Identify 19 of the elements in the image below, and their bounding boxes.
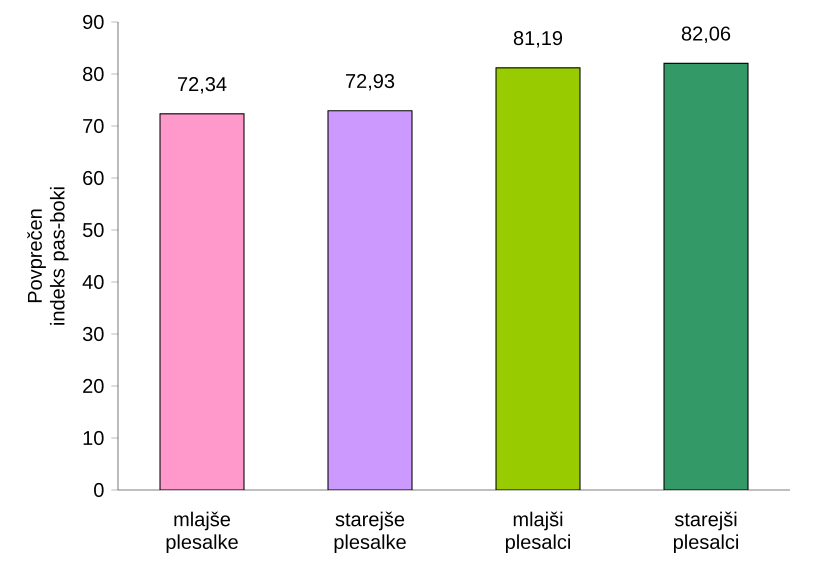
y-tick-label: 40 (82, 274, 104, 290)
y-tick-label: 0 (94, 482, 104, 498)
y-tick-label: 80 (83, 66, 104, 82)
y-tick-label: 30 (82, 326, 104, 342)
y-tick-label: 70 (83, 118, 104, 134)
y-tick-label: 60 (83, 170, 104, 186)
data-label: 82,06 (682, 26, 730, 44)
x-tick-label: starejše plesalke (334, 512, 406, 553)
y-tick-label: 20 (83, 378, 104, 394)
y-tick-label: 10 (84, 430, 104, 446)
data-label: 72,93 (346, 74, 394, 90)
x-tick-label: starejši plesalci (674, 512, 738, 553)
data-label: 72,34 (178, 77, 226, 94)
data-label: 81,19 (514, 31, 562, 48)
y-tick-label: 50 (82, 222, 104, 238)
y-axis-title: Povprečen indeks pas-boki (27, 187, 69, 325)
x-tick-label: mlajši plesalci (506, 512, 570, 553)
x-tick-label: mlajše plesalke (166, 512, 238, 553)
y-tick-label: 90 (83, 14, 104, 30)
